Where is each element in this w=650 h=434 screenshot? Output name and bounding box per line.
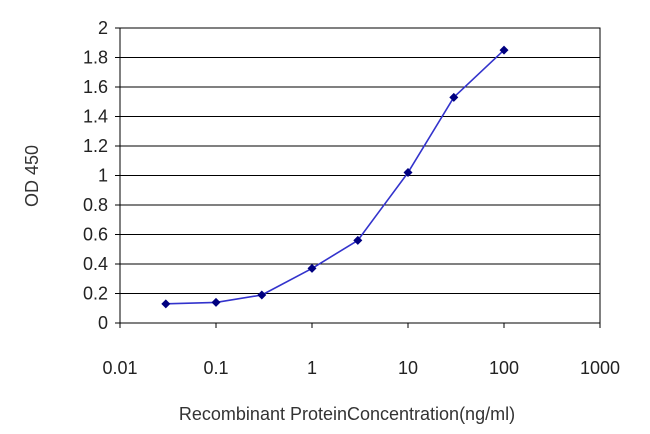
x-axis-title: Recombinant ProteinConcentration(ng/ml) bbox=[179, 404, 515, 424]
data-point-marker bbox=[353, 235, 363, 245]
y-tick-label: 0.8 bbox=[83, 195, 108, 215]
y-tick-label: 1.8 bbox=[83, 48, 108, 68]
y-tick-label: 2 bbox=[98, 18, 108, 38]
series-layer bbox=[161, 45, 509, 309]
y-tick-label: 1.4 bbox=[83, 107, 108, 127]
y-tick-label: 0 bbox=[98, 313, 108, 333]
y-tick-label: 1 bbox=[98, 166, 108, 186]
y-tick-label: 0.6 bbox=[83, 225, 108, 245]
y-tick-label: 0.2 bbox=[83, 284, 108, 304]
x-tick-label: 1 bbox=[307, 358, 317, 378]
data-point-marker bbox=[499, 45, 509, 55]
axis-ticks bbox=[115, 27, 601, 328]
y-axis-title: OD 450 bbox=[22, 145, 42, 207]
x-tick-label: 0.1 bbox=[203, 358, 228, 378]
data-point-marker bbox=[449, 92, 459, 102]
data-point-marker bbox=[211, 297, 221, 307]
data-point-marker bbox=[257, 290, 267, 300]
y-tick-labels: 0 0.2 0.4 0.6 0.8 1 1.2 1.4 1.6 1.8 2 bbox=[83, 18, 108, 333]
x-tick-labels: 0.01 0.1 1 10 100 1000 bbox=[102, 358, 620, 378]
data-point-marker bbox=[403, 168, 413, 178]
data-point-marker bbox=[307, 263, 317, 273]
y-tick-label: 0.4 bbox=[83, 254, 108, 274]
data-point-marker bbox=[161, 299, 171, 309]
x-tick-label: 100 bbox=[489, 358, 519, 378]
series-line bbox=[165, 49, 505, 305]
y-tick-label: 1.2 bbox=[83, 136, 108, 156]
y-tick-label: 1.6 bbox=[83, 77, 108, 97]
x-tick-label: 10 bbox=[398, 358, 418, 378]
grid-lines bbox=[120, 57, 600, 294]
x-tick-label: 0.01 bbox=[102, 358, 137, 378]
x-tick-label: 1000 bbox=[580, 358, 620, 378]
